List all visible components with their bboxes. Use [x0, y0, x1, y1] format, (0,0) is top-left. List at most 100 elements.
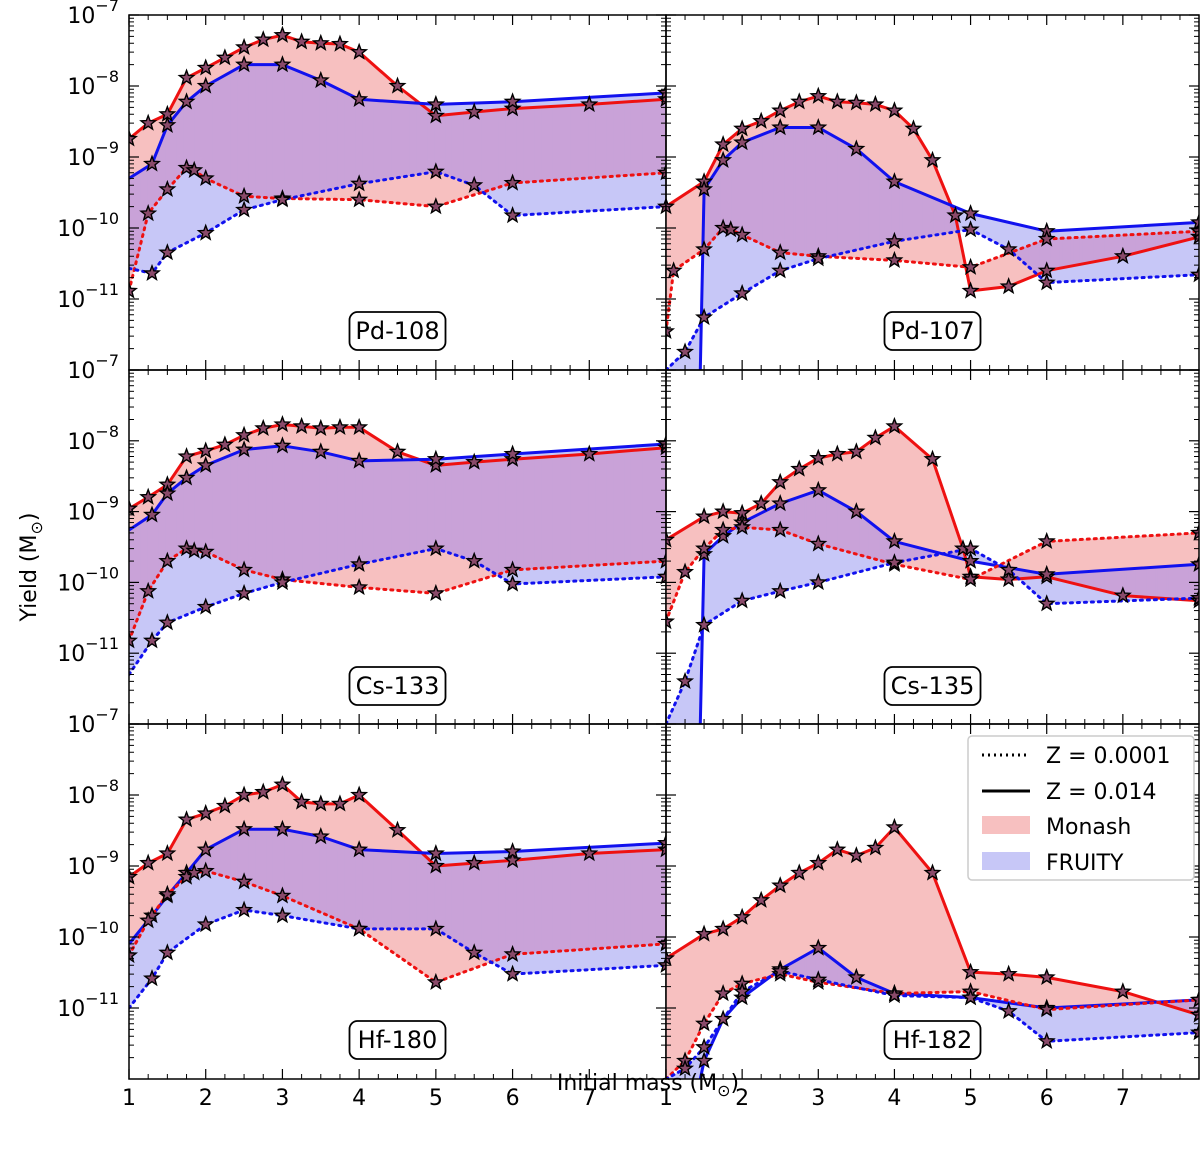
- overlap-band-slice: [248, 829, 252, 884]
- overlap-band-slice: [626, 851, 630, 947]
- overlap-band-slice: [613, 451, 617, 565]
- overlap-band-slice: [328, 839, 332, 917]
- series-line-fruity-z-0-014: [129, 63, 666, 180]
- overlap-band-slice: [706, 183, 710, 245]
- data-point-fruity-z-0-014: [961, 204, 980, 222]
- overlap-band-slice: [815, 948, 819, 980]
- overlap-band-slice: [445, 865, 449, 936]
- overlap-band-slice: [346, 845, 350, 925]
- overlap-band-slice: [541, 857, 545, 953]
- overlap-band-slice: [1062, 573, 1066, 581]
- overlap-band-slice: [545, 857, 549, 952]
- data-point-monash-z-0-014: [1037, 967, 1056, 986]
- y-tick-label: 10−11: [57, 280, 119, 313]
- overlap-band-slice: [831, 959, 835, 983]
- data-point-fruity-z-0-014: [847, 967, 866, 986]
- overlap-band-slice: [740, 143, 744, 235]
- data-point-monash-z-0-014: [885, 416, 904, 435]
- overlap-band-slice: [196, 470, 200, 552]
- data-point-monash-z-0-0001: [235, 186, 254, 204]
- overlap-band-slice: [196, 858, 200, 873]
- overlap-band-slice: [953, 213, 957, 233]
- x-tick-label: 1: [659, 1086, 673, 1111]
- fruity-band: [666, 490, 1199, 724]
- overlap-band-slice: [917, 547, 921, 559]
- overlap-band-slice: [1177, 1001, 1181, 1009]
- overlap-band-slice: [216, 78, 221, 185]
- overlap-band-slice: [568, 455, 572, 567]
- overlap-band-slice: [183, 479, 187, 550]
- data-point-fruity-z-0-0001: [733, 982, 752, 1000]
- overlap-band-slice: [642, 100, 646, 175]
- data-point-monash-z-0-014: [580, 444, 599, 462]
- overlap-band-slice: [655, 99, 659, 174]
- overlap-band-slice: [375, 460, 379, 561]
- overlap-band-slice: [322, 837, 326, 914]
- overlap-band-slice: [246, 449, 250, 571]
- overlap-band-slice: [1115, 235, 1119, 258]
- overlap-band-slice: [791, 127, 795, 254]
- overlap-band-slice: [1166, 566, 1170, 599]
- overlap-band-slice: [1073, 237, 1077, 266]
- overlap-band-slice: [1150, 567, 1154, 598]
- overlap-band-slice: [176, 484, 180, 555]
- overlap-band-slice: [418, 103, 422, 175]
- overlap-band-slice: [1188, 1000, 1192, 1013]
- x-tick-label: 3: [275, 1086, 289, 1111]
- overlap-band-slice: [1097, 236, 1101, 261]
- overlap-band-slice: [595, 103, 599, 178]
- overlap-band-slice: [331, 86, 335, 190]
- overlap-band-slice: [268, 447, 272, 577]
- overlap-band-slice: [637, 449, 641, 563]
- overlap-band-slice: [425, 857, 429, 929]
- data-point-monash-z-0-014: [828, 444, 847, 462]
- overlap-band-slice: [362, 460, 366, 564]
- data-point-fruity-z-0-0001: [350, 554, 369, 573]
- overlap-band-slice: [746, 519, 750, 528]
- overlap-band-slice: [1195, 564, 1199, 599]
- overlap-band-slice: [797, 127, 801, 255]
- overlap-band-slice: [1017, 569, 1021, 579]
- overlap-band-slice: [199, 855, 203, 872]
- data-point-monash-z-0-014: [215, 435, 234, 453]
- overlap-band-slice: [1157, 566, 1161, 599]
- overlap-band-slice: [1037, 573, 1041, 578]
- overlap-band-slice: [572, 854, 576, 951]
- overlap-band-slice: [373, 850, 377, 929]
- data-point-fruity-z-0-0001: [158, 613, 177, 631]
- overlap-band-slice: [532, 457, 536, 569]
- overlap-band-slice: [154, 509, 158, 580]
- data-point-monash-z-0-014: [177, 447, 196, 465]
- overlap-band-slice: [930, 197, 935, 236]
- overlap-band-slice: [194, 93, 198, 172]
- overlap-band-slice: [726, 155, 730, 230]
- overlap-band-slice: [344, 845, 348, 924]
- data-point-fruity-z-0-014: [196, 76, 215, 94]
- overlap-band-slice: [530, 107, 534, 182]
- overlap-band-slice: [1113, 569, 1117, 594]
- overlap-band-slice: [615, 102, 619, 177]
- overlap-band-slice: [234, 452, 238, 567]
- overlap-band-slice: [908, 545, 912, 560]
- overlap-band-slice: [813, 127, 817, 256]
- overlap-band-slice: [199, 468, 203, 552]
- overlap-band-slice: [646, 100, 650, 174]
- overlap-band-slice: [1186, 565, 1190, 599]
- overlap-band-slice: [436, 115, 440, 173]
- overlap-band-slice: [724, 157, 728, 229]
- overlap-band-slice: [364, 849, 368, 929]
- overlap-band-slice: [192, 95, 196, 171]
- overlap-band-slice: [498, 861, 502, 959]
- data-point-fruity-z-0-0001: [426, 162, 445, 180]
- overlap-band-slice: [657, 448, 661, 562]
- overlap-band-slice: [1030, 244, 1034, 271]
- data-point-monash-z-0-014: [771, 472, 790, 490]
- overlap-band-slice: [458, 864, 462, 945]
- isotope-label-box: [348, 311, 447, 351]
- overlap-band-slice: [539, 857, 543, 953]
- overlap-band-slice: [639, 449, 643, 563]
- overlap-band-slice: [290, 447, 294, 581]
- overlap-band-slice: [263, 64, 268, 198]
- data-point-fruity-z-0-0001: [885, 986, 904, 1004]
- overlap-band-slice: [857, 151, 861, 250]
